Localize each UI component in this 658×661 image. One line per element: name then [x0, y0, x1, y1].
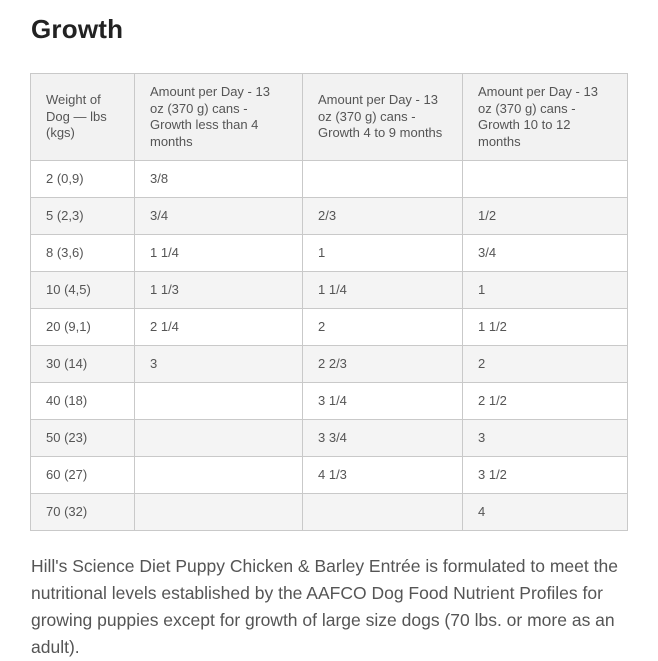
weight-cell: 50 (23): [30, 419, 135, 457]
section-heading: Growth: [31, 14, 124, 44]
weight-cell: 70 (32): [30, 493, 135, 531]
amount-cell: 4: [462, 493, 628, 531]
amount-cell: [134, 419, 303, 457]
table-row: 5 (2,3) 3/4 2/3 1/2: [30, 197, 628, 235]
amount-cell: 2: [302, 308, 463, 346]
feeding-table: Weight of Dog — lbs (kgs) Amount per Day…: [30, 73, 628, 531]
weight-cell: 30 (14): [30, 345, 135, 383]
amount-cell: 3: [134, 345, 303, 383]
amount-cell: 1: [462, 271, 628, 309]
amount-cell: 2/3: [302, 197, 463, 235]
weight-cell: 60 (27): [30, 456, 135, 494]
header-growth-4-to-9-months: Amount per Day - 13 oz (370 g) cans - Gr…: [302, 73, 463, 161]
weight-cell: 2 (0,9): [30, 160, 135, 198]
table-row: 60 (27) 4 1/3 3 1/2: [30, 456, 628, 494]
table-row: 50 (23) 3 3/4 3: [30, 419, 628, 457]
weight-cell: 40 (18): [30, 382, 135, 420]
header-row: Weight of Dog — lbs (kgs) Amount per Day…: [30, 73, 628, 161]
amount-cell: 1: [302, 234, 463, 272]
table-row: 40 (18) 3 1/4 2 1/2: [30, 382, 628, 420]
amount-cell: 3: [462, 419, 628, 457]
amount-cell: 1 1/2: [462, 308, 628, 346]
table-row: 10 (4,5) 1 1/3 1 1/4 1: [30, 271, 628, 309]
amount-cell: [462, 160, 628, 198]
table-row: 8 (3,6) 1 1/4 1 3/4: [30, 234, 628, 272]
header-weight: Weight of Dog — lbs (kgs): [30, 73, 135, 161]
amount-cell: 2 1/4: [134, 308, 303, 346]
amount-cell: 2: [462, 345, 628, 383]
formulation-note: Hill's Science Diet Puppy Chicken & Barl…: [31, 556, 618, 657]
feeding-table-header: Weight of Dog — lbs (kgs) Amount per Day…: [30, 73, 628, 161]
amount-cell: [134, 493, 303, 531]
amount-cell: 3 3/4: [302, 419, 463, 457]
weight-cell: 8 (3,6): [30, 234, 135, 272]
amount-cell: 3 1/4: [302, 382, 463, 420]
amount-cell: 3/8: [134, 160, 303, 198]
amount-cell: 1 1/4: [134, 234, 303, 272]
header-growth-10-to-12-months: Amount per Day - 13 oz (370 g) cans - Gr…: [462, 73, 628, 161]
amount-cell: [134, 456, 303, 494]
amount-cell: 4 1/3: [302, 456, 463, 494]
amount-cell: [134, 382, 303, 420]
amount-cell: 3/4: [134, 197, 303, 235]
amount-cell: 3 1/2: [462, 456, 628, 494]
amount-cell: 1 1/4: [302, 271, 463, 309]
weight-cell: 5 (2,3): [30, 197, 135, 235]
table-row: 2 (0,9) 3/8: [30, 160, 628, 198]
amount-cell: [302, 160, 463, 198]
table-row: 30 (14) 3 2 2/3 2: [30, 345, 628, 383]
header-growth-under-4-months: Amount per Day - 13 oz (370 g) cans - Gr…: [134, 73, 303, 161]
amount-cell: 1/2: [462, 197, 628, 235]
weight-cell: 20 (9,1): [30, 308, 135, 346]
feeding-table-body: 2 (0,9) 3/8 5 (2,3) 3/4 2/3 1/2 8 (3,6) …: [30, 160, 628, 531]
amount-cell: 2 2/3: [302, 345, 463, 383]
amount-cell: 1 1/3: [134, 271, 303, 309]
amount-cell: 3/4: [462, 234, 628, 272]
amount-cell: 2 1/2: [462, 382, 628, 420]
table-row: 20 (9,1) 2 1/4 2 1 1/2: [30, 308, 628, 346]
table-row: 70 (32) 4: [30, 493, 628, 531]
amount-cell: [302, 493, 463, 531]
weight-cell: 10 (4,5): [30, 271, 135, 309]
